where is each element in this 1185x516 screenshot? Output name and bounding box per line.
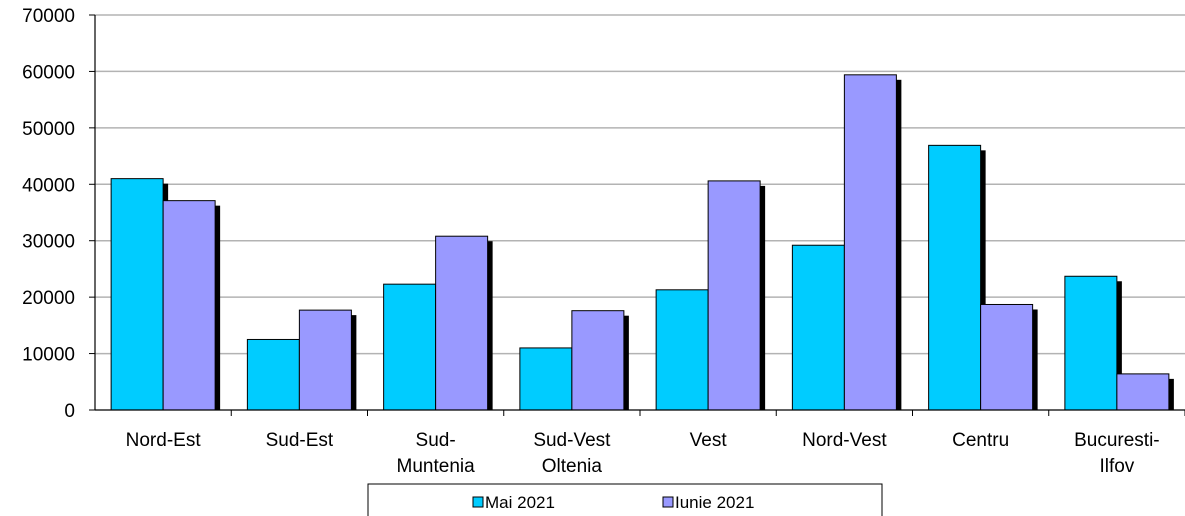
bar-iunie-2021 (571, 310, 625, 411)
bar-iunie-2021 (843, 74, 897, 411)
bar-mai-2021 (655, 289, 709, 411)
y-tick-label: 70000 (22, 6, 75, 27)
y-tick-label: 0 (64, 401, 75, 422)
bar-mai-2021 (1064, 275, 1118, 411)
legend-label: Iunie 2021 (675, 493, 754, 512)
bar-mai-2021 (928, 144, 982, 411)
y-tick-label: 60000 (22, 62, 75, 83)
x-tick-label: Vest (690, 430, 728, 451)
bar-iunie-2021 (435, 235, 489, 411)
gridlines (95, 14, 1185, 355)
bar-mai-2021 (383, 283, 437, 411)
bar-iunie-2021 (162, 200, 216, 411)
x-tick-label: Bucuresti-Ilfov (1074, 430, 1160, 477)
y-tick-label: 50000 (22, 119, 75, 140)
bar-mai-2021 (246, 338, 300, 411)
legend: Mai 2021 Iunie 2021 (367, 483, 883, 516)
x-tick-label: Centru (952, 430, 1009, 451)
x-tick-label: Sud-Est (266, 430, 334, 451)
bar-mai-2021 (519, 347, 573, 411)
legend-swatch (662, 496, 674, 508)
y-tick-label: 10000 (22, 345, 75, 366)
x-tick-label: Nord-Vest (802, 430, 887, 451)
axis-labels: 0 10000 20000 30000 40000 50000 60000 70000 Nord… (22, 6, 1159, 477)
x-tick-label: Sud-Muntenia (397, 430, 476, 477)
y-tick-label: 40000 (22, 175, 75, 196)
bar-iunie-2021 (707, 180, 761, 411)
bar-mai-2021 (110, 178, 164, 411)
bar-iunie-2021 (298, 309, 352, 411)
y-tick-label: 20000 (22, 288, 75, 309)
x-tick-label: Nord-Est (126, 430, 202, 451)
legend-label: Mai 2021 (485, 493, 555, 512)
y-tick-label: 30000 (22, 232, 75, 253)
bar-iunie-2021 (980, 303, 1034, 411)
legend-swatch (472, 496, 484, 508)
bars (110, 74, 1174, 411)
x-tick-label: Sud-Vest Oltenia (533, 430, 611, 477)
bar-mai-2021 (791, 244, 845, 411)
legend-box (367, 483, 883, 516)
bar-iunie-2021 (1116, 373, 1170, 411)
axes (89, 14, 1185, 416)
